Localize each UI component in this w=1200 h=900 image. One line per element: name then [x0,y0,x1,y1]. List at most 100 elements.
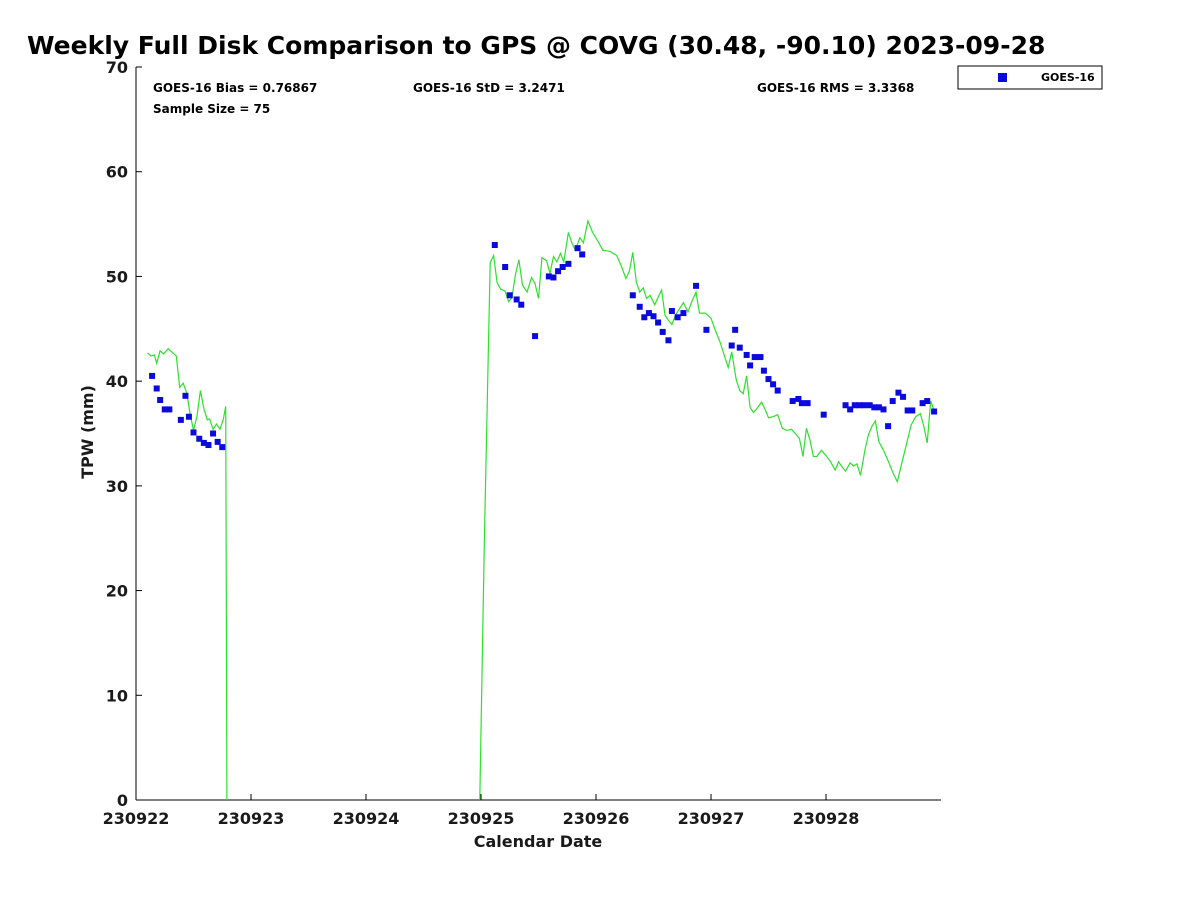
goes16-point [161,406,168,413]
x-tick-label: 230924 [333,809,400,828]
goes16-point [904,407,911,414]
bias-stat: GOES-16 Bias = 0.76867 [153,81,317,95]
goes16-scatter-series [149,242,938,451]
goes16-point [728,342,735,349]
goes16-point [550,274,557,281]
goes16-point [900,393,907,400]
goes16-point [214,438,221,445]
goes16-point [743,351,750,358]
goes16-point [680,310,687,317]
goes16-point [177,416,184,423]
goes16-point [205,442,212,449]
goes16-point [665,337,672,344]
goes16-point [871,404,878,411]
y-tick-label: 40 [106,372,128,391]
goes16-point [847,406,854,413]
goes16-point [804,400,811,407]
x-axis-ticks: 230922 230923 230924 230925 230926 230927 2309… [103,794,860,828]
goes16-point [765,376,772,383]
goes16-point [636,303,643,310]
goes16-point [513,296,520,303]
goes16-point [798,400,805,407]
y-tick-label: 0 [117,791,128,810]
goes16-point [895,389,902,396]
goes16-point [629,292,636,299]
goes16-point [655,319,662,326]
x-tick-label: 230923 [218,809,285,828]
goes16-point [565,260,572,267]
goes16-point [789,398,796,405]
std-stat: GOES-16 StD = 3.2471 [413,81,565,95]
goes16-point [579,251,586,258]
goes16-point [196,435,203,442]
goes16-point [559,264,566,271]
goes16-point [182,392,189,399]
y-tick-label: 70 [106,58,128,77]
goes16-point [860,402,867,409]
goes16-point [751,354,758,361]
legend-marker [998,73,1007,82]
y-axis-ticks: 0 10 20 30 40 50 60 70 [106,58,142,810]
legend-label-goes16: GOES-16 [1041,71,1095,84]
goes16-point [732,326,739,333]
goes16-point [219,444,226,451]
y-tick-label: 50 [106,267,128,286]
goes16-point [880,406,887,413]
goes16-point [674,314,681,321]
gps-line-segment [479,218,937,801]
goes16-point [641,314,648,321]
goes16-point [909,407,916,414]
legend-box [957,65,1103,90]
goes16-point [153,385,160,392]
goes16-point [747,362,754,369]
goes16-point [889,398,896,405]
goes16-point [491,242,498,249]
goes16-point [659,328,666,335]
goes16-point [924,398,931,405]
goes16-point [820,411,827,418]
y-tick-label: 30 [106,477,128,496]
goes16-point [885,423,892,430]
goes16-point [645,310,652,317]
x-tick-label: 230922 [103,809,170,828]
rms-stat: GOES-16 RMS = 3.3368 [757,81,914,95]
goes16-point [851,402,858,409]
goes16-point [157,396,164,403]
gps-line-segment [147,347,228,801]
goes16-point [757,354,764,361]
goes16-point [149,372,156,379]
goes16-point [555,268,562,275]
goes16-point [200,439,207,446]
y-tick-label: 60 [106,163,128,182]
y-tick-label: 10 [106,686,128,705]
goes16-point [518,301,525,308]
goes16-point [919,400,926,407]
goes16-point [185,413,192,420]
x-axis-label: Calendar Date [474,832,603,851]
goes16-point [650,313,657,320]
x-tick-label: 230925 [448,809,515,828]
y-tick-label: 20 [106,582,128,601]
goes16-point [842,402,849,409]
goes16-point [774,387,781,394]
goes16-point [506,292,513,299]
goes16-point [770,381,777,388]
goes16-point [931,408,938,415]
goes16-point [210,430,217,437]
goes16-point [703,326,710,333]
gps-line-series [147,218,937,801]
goes16-point [502,264,509,271]
goes16-point [545,273,552,280]
goes16-point [795,395,802,402]
goes16-point [190,429,197,436]
sample-size-stat: Sample Size = 75 [153,102,270,116]
goes16-point [736,344,743,351]
goes16-point [532,333,539,340]
goes16-point [856,402,863,409]
goes16-point [693,282,700,289]
goes16-point [574,245,581,252]
goes16-point [166,406,173,413]
x-tick-label: 230928 [793,809,860,828]
